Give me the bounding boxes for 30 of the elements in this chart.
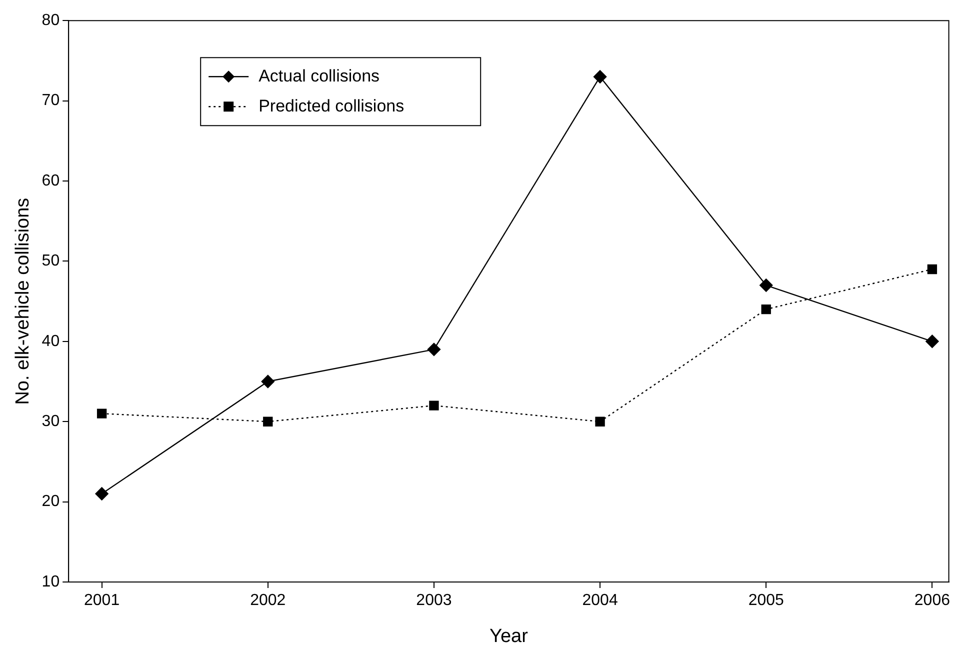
point xyxy=(926,334,939,348)
point xyxy=(95,487,108,500)
x-tick-label: 2006 xyxy=(914,592,950,610)
y-tick-label: 70 xyxy=(42,92,60,110)
y-tick-label: 60 xyxy=(42,172,60,190)
point xyxy=(96,408,107,418)
y-tick-label: 10 xyxy=(42,573,60,590)
y-tick-label: 40 xyxy=(42,332,60,350)
x-tick-label: 2001 xyxy=(84,592,120,610)
point xyxy=(427,342,441,356)
legend-label: Predicted collisions xyxy=(258,96,404,116)
point xyxy=(261,374,274,388)
point xyxy=(760,278,773,292)
y-tick-label: 20 xyxy=(42,493,60,510)
point xyxy=(263,416,273,426)
legend-label: Actual collisions xyxy=(258,66,380,86)
point xyxy=(593,70,607,84)
x-axis-title: Year xyxy=(490,626,529,647)
point xyxy=(761,304,771,314)
x-tick-label: 2002 xyxy=(250,592,286,610)
y-axis-title: No. elk-vehicle collisions xyxy=(12,198,34,405)
x-tick-label: 2005 xyxy=(748,592,784,610)
point xyxy=(429,400,439,410)
point xyxy=(595,416,605,426)
x-tick-label: 2004 xyxy=(582,592,618,610)
y-tick-label: 30 xyxy=(42,413,60,430)
y-tick-label: 50 xyxy=(42,252,60,270)
y-tick-label: 80 xyxy=(42,12,60,30)
point xyxy=(927,264,938,274)
x-tick-label: 2003 xyxy=(416,592,452,610)
